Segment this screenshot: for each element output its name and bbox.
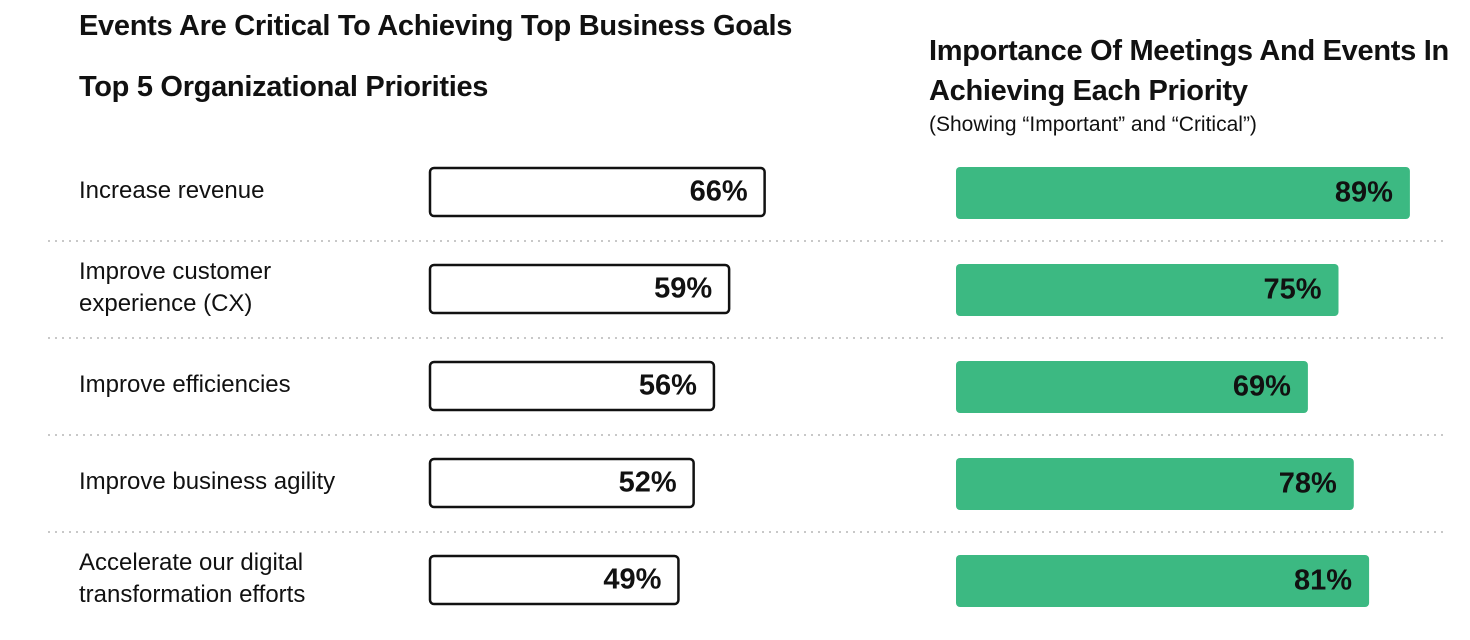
priority-bar (428, 166, 766, 218)
category-label-line: transformation efforts (79, 581, 306, 608)
category-label-line: Increase revenue (79, 177, 265, 204)
priority-bar-value-label: 59% (654, 273, 712, 305)
priority-bar (428, 360, 716, 412)
chart-title: Events Are Critical To Achieving Top Bus… (79, 10, 793, 42)
category-label-line: experience (CX) (79, 290, 253, 317)
category-label: Improve business agility (79, 466, 399, 498)
importance-bar-value-label: 69% (1233, 371, 1291, 403)
priority-bar (428, 263, 731, 315)
category-label: Improve customer experience (CX) (79, 256, 399, 320)
category-label: Accelerate our digital transformation eff… (79, 547, 399, 611)
importance-bar-value-label: 75% (1263, 274, 1321, 306)
left-panel-title: Top 5 Organizational Priorities (79, 71, 489, 103)
priority-bar-value-label: 56% (639, 370, 697, 402)
importance-bar-value-label: 89% (1335, 177, 1393, 209)
priority-bar-value-label: 49% (603, 564, 661, 596)
importance-bar (956, 555, 1370, 607)
importance-bar-value-label: 78% (1279, 468, 1337, 500)
category-label-line: Improve efficiencies (79, 371, 291, 398)
right-panel-title: Importance Of Meetings And Events In Ach… (929, 35, 1449, 107)
priority-bar-value-label: 66% (690, 176, 748, 208)
category-label: Increase revenue (79, 175, 399, 207)
category-label-line: Improve customer (79, 258, 272, 285)
priority-bar (428, 457, 695, 509)
priority-bar (428, 554, 680, 606)
importance-bar (956, 361, 1308, 413)
category-label-line: Accelerate our digital (79, 549, 304, 576)
right-panel-subtitle: (Showing “Important” and “Critical”) (929, 113, 1257, 136)
priority-bar-value-label: 52% (619, 467, 677, 499)
category-label-line: Improve business agility (79, 468, 336, 495)
importance-bar (956, 167, 1410, 219)
importance-bar (956, 458, 1354, 510)
importance-bar (956, 264, 1339, 316)
importance-bar-value-label: 81% (1294, 565, 1352, 597)
category-label: Improve efficiencies (79, 369, 399, 401)
